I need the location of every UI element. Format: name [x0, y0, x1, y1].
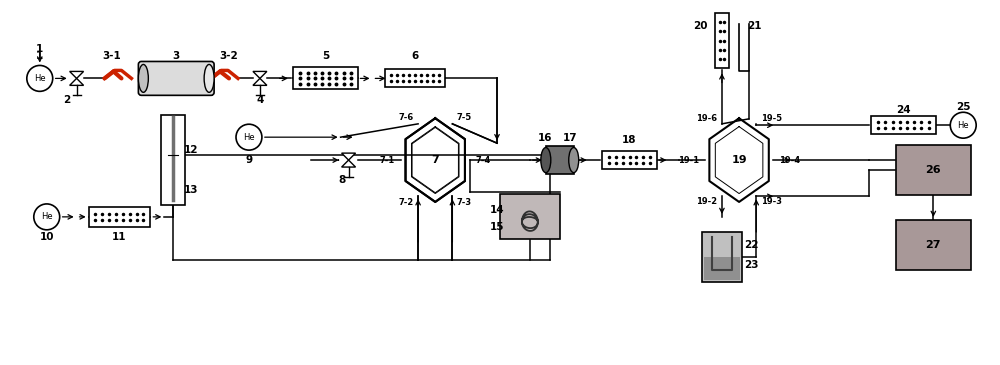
Text: 7-2: 7-2: [399, 198, 414, 207]
Text: 9: 9: [245, 155, 253, 165]
Bar: [602, 151, 657, 169]
Circle shape: [236, 124, 262, 150]
Text: 17: 17: [562, 133, 577, 143]
Ellipse shape: [204, 65, 214, 92]
Bar: [871, 116, 936, 134]
Text: 15: 15: [490, 222, 504, 232]
Circle shape: [27, 65, 53, 91]
Text: 4: 4: [256, 95, 264, 105]
Text: 27: 27: [926, 240, 941, 250]
Text: 10: 10: [39, 232, 54, 242]
Bar: [161, 115, 185, 205]
Bar: [293, 68, 358, 89]
Text: 19-4: 19-4: [779, 155, 800, 165]
Bar: [704, 257, 740, 280]
Circle shape: [950, 112, 976, 138]
Text: 12: 12: [184, 145, 198, 155]
Text: 1: 1: [36, 43, 43, 54]
Ellipse shape: [569, 147, 579, 173]
Text: 3-1: 3-1: [102, 51, 121, 61]
Text: He: He: [243, 132, 255, 142]
Circle shape: [34, 204, 60, 230]
Text: 7-6: 7-6: [399, 114, 414, 122]
Polygon shape: [70, 72, 84, 78]
Text: 3-2: 3-2: [220, 51, 238, 61]
Polygon shape: [70, 78, 84, 85]
Text: 1: 1: [36, 51, 43, 61]
FancyBboxPatch shape: [138, 61, 214, 95]
Text: He: He: [957, 121, 969, 130]
Text: 16: 16: [538, 133, 552, 143]
Polygon shape: [342, 160, 356, 167]
Text: 26: 26: [926, 165, 941, 175]
Bar: [896, 145, 971, 195]
Text: 7-5: 7-5: [457, 114, 472, 122]
Bar: [715, 13, 729, 68]
Text: 19: 19: [731, 155, 747, 165]
Text: 2: 2: [63, 95, 70, 105]
Text: 3: 3: [173, 51, 180, 61]
Text: 5: 5: [322, 51, 329, 61]
Polygon shape: [253, 78, 267, 85]
Text: 18: 18: [622, 135, 637, 145]
Ellipse shape: [138, 65, 148, 92]
Text: 21: 21: [748, 20, 762, 31]
Text: 7-1: 7-1: [379, 155, 395, 165]
Ellipse shape: [541, 147, 551, 173]
Bar: [702, 232, 742, 282]
Text: 20: 20: [693, 20, 707, 31]
Text: 23: 23: [745, 260, 759, 270]
Text: 14: 14: [490, 205, 504, 215]
Text: 19-6: 19-6: [696, 114, 718, 123]
Bar: [500, 195, 560, 239]
Text: 11: 11: [112, 232, 127, 242]
Text: 8: 8: [338, 175, 345, 185]
Text: 19-1: 19-1: [678, 155, 699, 165]
Text: 24: 24: [896, 105, 911, 115]
Bar: [89, 207, 150, 227]
Text: 13: 13: [184, 185, 198, 195]
Text: 25: 25: [956, 102, 970, 112]
Text: 6: 6: [412, 51, 419, 61]
Text: 19-3: 19-3: [761, 197, 782, 206]
Polygon shape: [253, 72, 267, 78]
Bar: [896, 220, 971, 270]
Text: 19-2: 19-2: [696, 197, 718, 206]
Text: He: He: [41, 212, 53, 221]
Bar: [546, 146, 574, 174]
Text: 7: 7: [431, 155, 439, 165]
Text: 7-4: 7-4: [476, 155, 491, 165]
Text: 19-5: 19-5: [761, 114, 782, 123]
Polygon shape: [342, 153, 356, 160]
Text: 22: 22: [745, 240, 759, 250]
Text: 7-3: 7-3: [457, 198, 472, 207]
Bar: [385, 69, 445, 87]
Text: He: He: [34, 74, 46, 83]
